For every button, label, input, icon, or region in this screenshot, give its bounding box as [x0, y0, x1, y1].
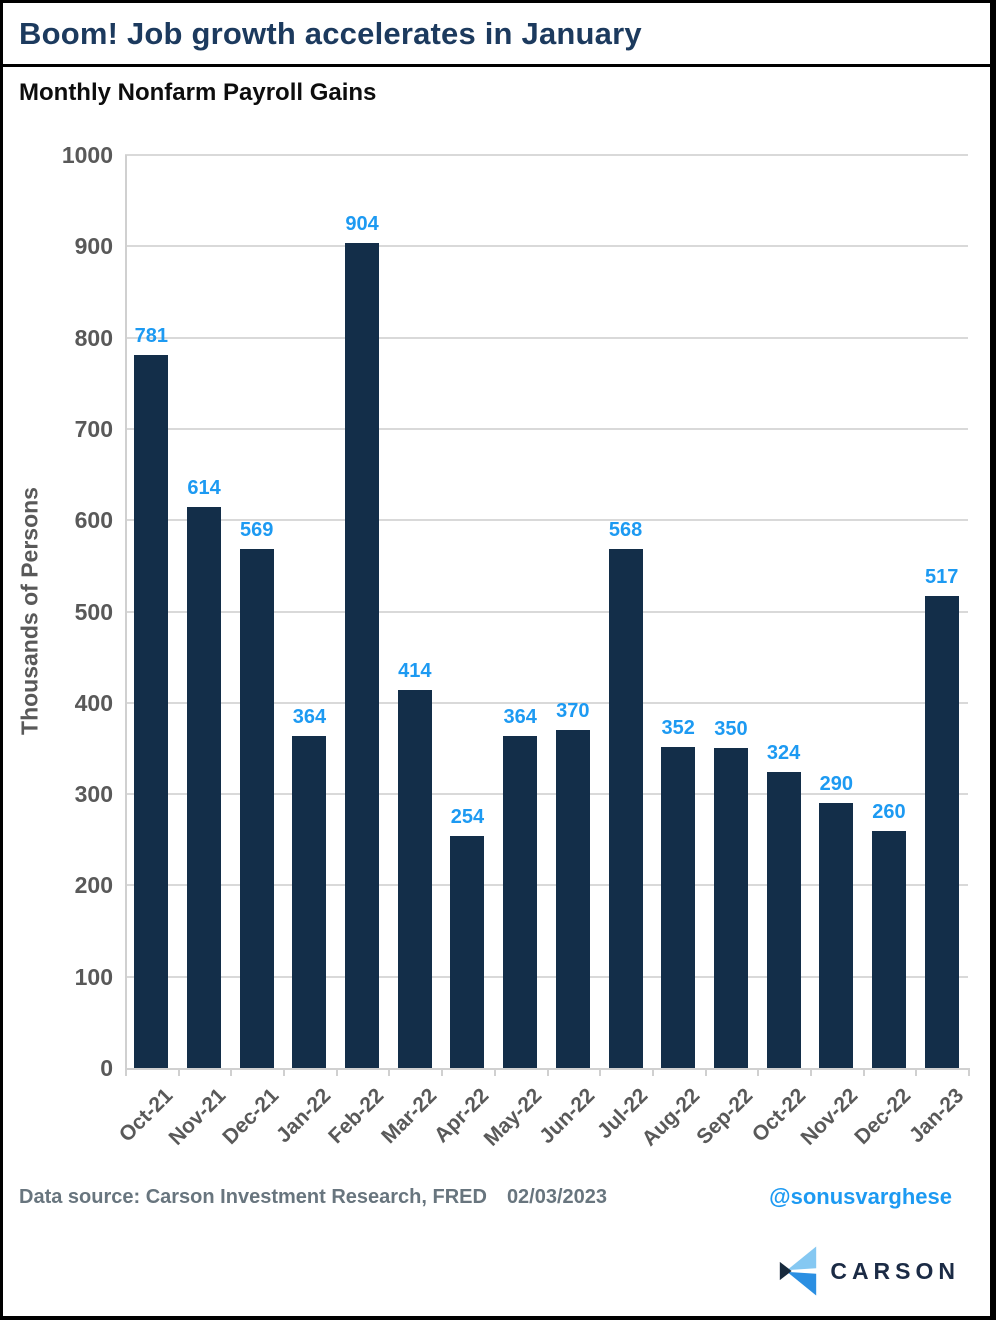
- gridline: [125, 610, 968, 613]
- bar-value-label: 254: [450, 806, 485, 829]
- bar: [503, 735, 538, 1068]
- data-source-text: Data source: Carson Investment Research,…: [19, 1186, 487, 1208]
- bar-value-label: 290: [819, 773, 853, 796]
- x-axis-tick: [177, 1070, 180, 1076]
- gridline: [125, 519, 968, 522]
- chart-subtitle: Monthly Nonfarm Payroll Gains: [19, 79, 377, 106]
- bar: [239, 548, 274, 1068]
- carson-logo-icon: [780, 1246, 817, 1296]
- x-tick-label: Mar-22: [376, 1084, 442, 1149]
- x-tick-label: Jun-22: [534, 1084, 600, 1149]
- y-tick-label: 300: [74, 781, 113, 808]
- y-tick-label: 700: [74, 415, 113, 442]
- x-tick-label: May-22: [479, 1084, 547, 1151]
- x-axis-tick: [388, 1070, 391, 1076]
- y-tick-label: 500: [74, 598, 113, 625]
- bar: [766, 772, 801, 1068]
- y-tick-label: 600: [74, 507, 113, 534]
- bar: [819, 803, 854, 1068]
- x-axis-tick: [546, 1070, 549, 1076]
- x-axis-tick: [493, 1070, 496, 1076]
- x-axis-tick: [968, 1070, 970, 1076]
- title-box: Boom! Job growth accelerates in January: [3, 3, 990, 67]
- x-tick-label: Sep-22: [692, 1084, 758, 1149]
- bar: [397, 690, 432, 1068]
- x-axis-tick: [441, 1070, 444, 1076]
- x-axis-tick: [757, 1070, 760, 1076]
- x-tick-label: Dec-21: [218, 1084, 283, 1149]
- x-axis-tick: [915, 1070, 918, 1076]
- x-axis-tick: [230, 1070, 233, 1076]
- bar: [345, 242, 380, 1068]
- bar: [661, 746, 696, 1068]
- bar: [924, 595, 959, 1068]
- bar: [608, 549, 643, 1068]
- x-tick-label: Nov-22: [796, 1084, 863, 1150]
- bar-value-label: 569: [240, 518, 274, 541]
- page-title: Boom! Job growth accelerates in January: [19, 15, 642, 51]
- bar-value-label: 260: [872, 800, 906, 823]
- bar: [292, 735, 327, 1068]
- carson-logo-text: CARSON: [830, 1257, 960, 1284]
- bar-value-label: 350: [714, 718, 748, 741]
- x-tick-label: Jan-22: [272, 1084, 336, 1148]
- bar-value-label: 414: [398, 660, 432, 683]
- x-axis-tick: [335, 1070, 338, 1076]
- y-axis-line: [125, 155, 127, 1068]
- bar-value-label: 517: [924, 565, 959, 588]
- bar-value-label: 352: [661, 716, 695, 739]
- gridline: [125, 154, 968, 156]
- gridline: [125, 884, 968, 887]
- x-tick-label: Nov-21: [164, 1084, 231, 1150]
- bar: [871, 830, 906, 1068]
- gridline: [125, 701, 968, 704]
- data-source-note: Data source: Carson Investment Research,…: [19, 1186, 607, 1209]
- bar: [450, 836, 485, 1068]
- bar: [187, 507, 222, 1068]
- y-tick-label: 1000: [61, 142, 113, 168]
- bar-value-label: 904: [345, 212, 379, 235]
- gridline: [125, 427, 968, 430]
- x-tick-label: Jan-23: [904, 1084, 968, 1148]
- x-axis-tick: [704, 1070, 707, 1076]
- data-source-date: 02/03/2023: [506, 1186, 608, 1208]
- x-axis-tick: [125, 1070, 127, 1076]
- y-tick-label: 0: [100, 1055, 113, 1081]
- bar-value-label: 364: [503, 705, 537, 728]
- bar: [555, 730, 590, 1068]
- y-tick-label: 200: [74, 872, 113, 899]
- twitter-handle: @sonusvarghese: [769, 1184, 952, 1209]
- bar-value-label: 370: [556, 700, 590, 723]
- bar-value-label: 568: [608, 519, 643, 542]
- y-tick-label: 900: [74, 233, 113, 260]
- bar: [713, 748, 748, 1068]
- x-tick-label: Feb-22: [324, 1084, 389, 1149]
- gridline: [125, 793, 968, 796]
- x-axis-tick: [651, 1070, 654, 1076]
- bar-value-label: 781: [134, 324, 169, 347]
- bar-value-label: 614: [187, 477, 221, 500]
- bar: [134, 354, 169, 1068]
- x-axis-tick: [599, 1070, 602, 1076]
- carson-logo: CARSON: [778, 1244, 960, 1298]
- y-tick-label: 800: [74, 324, 113, 351]
- bar-value-label: 364: [292, 705, 327, 728]
- x-axis-tick: [809, 1070, 812, 1076]
- gridline: [125, 336, 968, 339]
- x-tick-label: Aug-22: [637, 1084, 705, 1151]
- y-tick-label: 100: [74, 963, 113, 990]
- x-axis-tick: [862, 1070, 865, 1076]
- y-tick-label: 400: [74, 689, 113, 716]
- x-axis-tick: [283, 1070, 286, 1076]
- gridline: [125, 975, 968, 978]
- x-tick-label: Dec-22: [850, 1084, 916, 1149]
- gridline: [125, 245, 968, 248]
- x-axis-line: [125, 1068, 970, 1070]
- bar-value-label: 324: [766, 742, 801, 765]
